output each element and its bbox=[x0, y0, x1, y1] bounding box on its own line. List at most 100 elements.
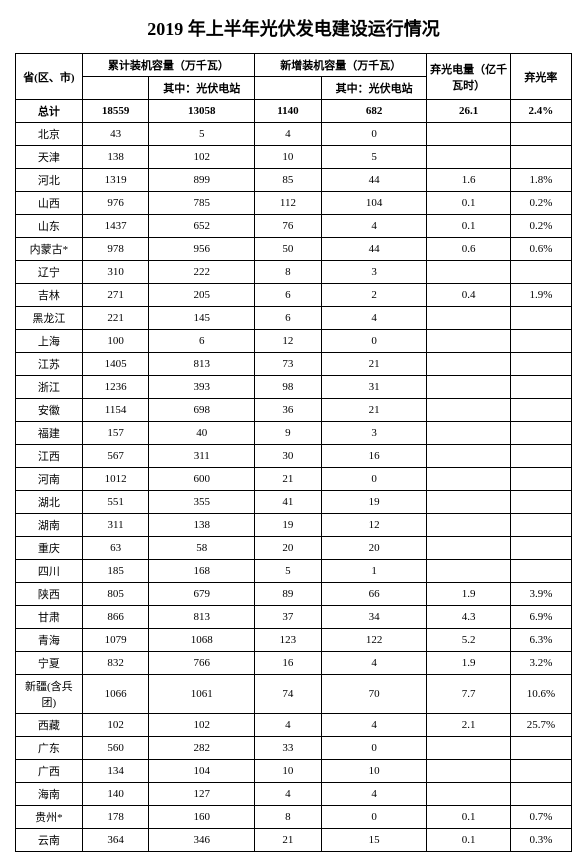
cell-cumulative-sub: 102 bbox=[149, 146, 255, 169]
cell-cumulative-sub: 138 bbox=[149, 514, 255, 537]
cell-abandoned-power bbox=[427, 514, 510, 537]
cell-province: 西藏 bbox=[16, 714, 83, 737]
total-row: 总计 18559 13058 1140 682 26.1 2.4% bbox=[16, 100, 572, 123]
cell-abandoned-rate bbox=[510, 330, 571, 353]
cell-abandoned-rate bbox=[510, 146, 571, 169]
cell-abandoned-rate bbox=[510, 537, 571, 560]
table-row: 河南1012600210 bbox=[16, 468, 572, 491]
cell-new-sub: 70 bbox=[321, 675, 427, 714]
cell-province: 甘肃 bbox=[16, 606, 83, 629]
cell-abandoned-rate bbox=[510, 760, 571, 783]
cell-cumulative: 1236 bbox=[82, 376, 149, 399]
cell-new-sub: 34 bbox=[321, 606, 427, 629]
cell-abandoned-power bbox=[427, 123, 510, 146]
cell-province: 江西 bbox=[16, 445, 83, 468]
cell-abandoned-power: 0.1 bbox=[427, 192, 510, 215]
cell-new: 6 bbox=[255, 307, 322, 330]
cell-province: 内蒙古* bbox=[16, 238, 83, 261]
cell-cumulative: 1079 bbox=[82, 629, 149, 652]
cell-cumulative-sub: 5 bbox=[149, 123, 255, 146]
table-row: 贵州*178160800.10.7% bbox=[16, 806, 572, 829]
cell-cumulative-sub: 346 bbox=[149, 829, 255, 852]
cell-cumulative: 157 bbox=[82, 422, 149, 445]
cell-province: 宁夏 bbox=[16, 652, 83, 675]
cell-abandoned-rate: 3.2% bbox=[510, 652, 571, 675]
cell-cumulative-sub: 58 bbox=[149, 537, 255, 560]
cell-abandoned-rate bbox=[510, 307, 571, 330]
cell-abandoned-rate: 10.6% bbox=[510, 675, 571, 714]
cell-new: 123 bbox=[255, 629, 322, 652]
cell-province: 山东 bbox=[16, 215, 83, 238]
cell-abandoned-rate: 0.7% bbox=[510, 806, 571, 829]
cell-cumulative: 1405 bbox=[82, 353, 149, 376]
cell-abandoned-rate bbox=[510, 353, 571, 376]
cell-province: 福建 bbox=[16, 422, 83, 445]
cell-cumulative-sub: 679 bbox=[149, 583, 255, 606]
cell-cumulative-sub: 145 bbox=[149, 307, 255, 330]
cell-abandoned-rate bbox=[510, 123, 571, 146]
cell-abandoned-power bbox=[427, 353, 510, 376]
cell-new: 73 bbox=[255, 353, 322, 376]
cell-abandoned-power: 0.1 bbox=[427, 806, 510, 829]
cell-abandoned-power bbox=[427, 307, 510, 330]
table-row: 山西9767851121040.10.2% bbox=[16, 192, 572, 215]
cell-abandoned-rate: 3.9% bbox=[510, 583, 571, 606]
cell-abandoned-power: 1.9 bbox=[427, 583, 510, 606]
table-row: 四川18516851 bbox=[16, 560, 572, 583]
cell-abandoned-power: 0.4 bbox=[427, 284, 510, 307]
cell-new-sub: 44 bbox=[321, 169, 427, 192]
table-row: 福建1574093 bbox=[16, 422, 572, 445]
cell-new: 36 bbox=[255, 399, 322, 422]
cell-cumulative: 364 bbox=[82, 829, 149, 852]
table-row: 湖南3111381912 bbox=[16, 514, 572, 537]
cell-cumulative: 1066 bbox=[82, 675, 149, 714]
cell-abandoned-power: 0.1 bbox=[427, 215, 510, 238]
table-row: 天津138102105 bbox=[16, 146, 572, 169]
cell-abandoned-power bbox=[427, 491, 510, 514]
cell-cumulative: 1154 bbox=[82, 399, 149, 422]
cell-new: 21 bbox=[255, 468, 322, 491]
cell-abandoned-power: 5.2 bbox=[427, 629, 510, 652]
cell-cumulative-sub: 813 bbox=[149, 606, 255, 629]
cell-cumulative-sub: 813 bbox=[149, 353, 255, 376]
total-label: 总计 bbox=[16, 100, 83, 123]
cell-abandoned-rate: 1.8% bbox=[510, 169, 571, 192]
cell-cumulative-sub: 6 bbox=[149, 330, 255, 353]
cell-abandoned-rate bbox=[510, 560, 571, 583]
cell-province: 浙江 bbox=[16, 376, 83, 399]
table-row: 重庆63582020 bbox=[16, 537, 572, 560]
table-row: 广西1341041010 bbox=[16, 760, 572, 783]
cell-cumulative-sub: 766 bbox=[149, 652, 255, 675]
cell-cumulative: 805 bbox=[82, 583, 149, 606]
cell-cumulative: 310 bbox=[82, 261, 149, 284]
cell-abandoned-power bbox=[427, 783, 510, 806]
cell-new-sub: 19 bbox=[321, 491, 427, 514]
cell-new-sub: 0 bbox=[321, 123, 427, 146]
cell-new-sub: 2 bbox=[321, 284, 427, 307]
table-row: 辽宁31022283 bbox=[16, 261, 572, 284]
cell-cumulative-sub: 600 bbox=[149, 468, 255, 491]
cell-new: 5 bbox=[255, 560, 322, 583]
cell-cumulative-sub: 104 bbox=[149, 760, 255, 783]
table-row: 宁夏8327661641.93.2% bbox=[16, 652, 572, 675]
cell-new-sub: 4 bbox=[321, 714, 427, 737]
cell-new-sub: 4 bbox=[321, 307, 427, 330]
header-abandoned-power: 弃光电量（亿千瓦时） bbox=[427, 54, 510, 100]
cell-new: 10 bbox=[255, 146, 322, 169]
cell-new-sub: 21 bbox=[321, 353, 427, 376]
total-c2: 13058 bbox=[149, 100, 255, 123]
cell-new: 85 bbox=[255, 169, 322, 192]
cell-new: 4 bbox=[255, 714, 322, 737]
cell-cumulative-sub: 40 bbox=[149, 422, 255, 445]
table-row: 安徽11546983621 bbox=[16, 399, 572, 422]
cell-province: 黑龙江 bbox=[16, 307, 83, 330]
header-new-blank bbox=[255, 77, 322, 100]
cell-abandoned-rate bbox=[510, 445, 571, 468]
cell-abandoned-rate: 6.3% bbox=[510, 629, 571, 652]
cell-new: 33 bbox=[255, 737, 322, 760]
cell-abandoned-rate bbox=[510, 491, 571, 514]
cell-cumulative: 567 bbox=[82, 445, 149, 468]
header-cumulative-sub: 其中：光伏电站 bbox=[149, 77, 255, 100]
cell-abandoned-rate: 0.2% bbox=[510, 215, 571, 238]
table-row: 青海107910681231225.26.3% bbox=[16, 629, 572, 652]
